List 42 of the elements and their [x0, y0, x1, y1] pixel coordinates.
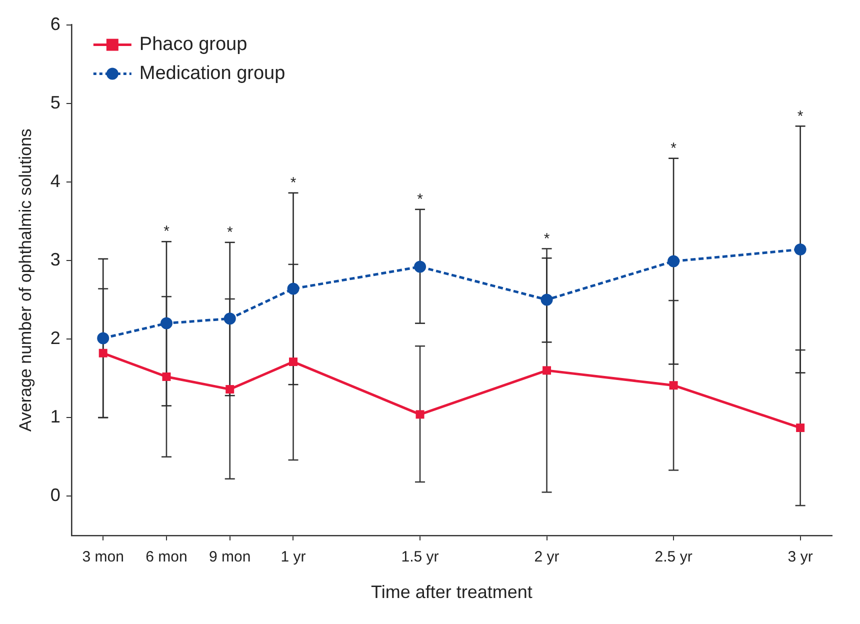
y-tick-label: 5 — [50, 92, 60, 112]
point — [226, 385, 234, 394]
x-tick-label: 9 mon — [209, 548, 251, 566]
annotation: * — [797, 108, 804, 125]
point — [540, 294, 553, 306]
point — [414, 260, 426, 273]
x-axis-title: Time after treatment — [371, 582, 532, 602]
annotation: * — [417, 191, 424, 208]
y-tick-label: 1 — [50, 406, 60, 427]
point — [98, 348, 108, 358]
x-tick-label: 6 mon — [146, 548, 188, 566]
point — [669, 381, 678, 390]
annotation: * — [290, 174, 296, 192]
point — [796, 424, 805, 432]
point — [224, 312, 236, 325]
y-axis-title: Average number of ophthalmic solutions — [16, 128, 35, 432]
x-tick-label: 2.5 yr — [654, 548, 692, 566]
annotation: * — [670, 140, 677, 157]
annotation: * — [164, 223, 170, 240]
point — [794, 243, 806, 256]
y-tick-label: 6 — [50, 14, 60, 34]
point — [162, 372, 171, 381]
point — [416, 410, 424, 419]
point — [287, 282, 300, 295]
point — [160, 317, 172, 330]
x-tick-label: 1.5 yr — [401, 548, 439, 566]
legend-label: Phaco group — [139, 34, 248, 56]
annotation: * — [226, 224, 233, 242]
x-tick-label: 1 yr — [280, 548, 306, 566]
point — [668, 255, 680, 268]
y-tick-label: 4 — [50, 170, 60, 191]
x-tick-label: 3 yr — [788, 548, 813, 566]
point — [97, 332, 110, 344]
x-tick-label: 2 yr — [534, 548, 560, 566]
point — [542, 366, 552, 375]
y-tick-label: 3 — [50, 249, 60, 270]
y-tick-label: 0 — [50, 485, 60, 506]
legend-label: Medication group — [139, 63, 286, 84]
annotation: * — [544, 230, 550, 248]
x-tick-label: 3 mon — [82, 548, 124, 566]
point — [289, 358, 298, 366]
y-tick-label: 2 — [50, 328, 60, 348]
